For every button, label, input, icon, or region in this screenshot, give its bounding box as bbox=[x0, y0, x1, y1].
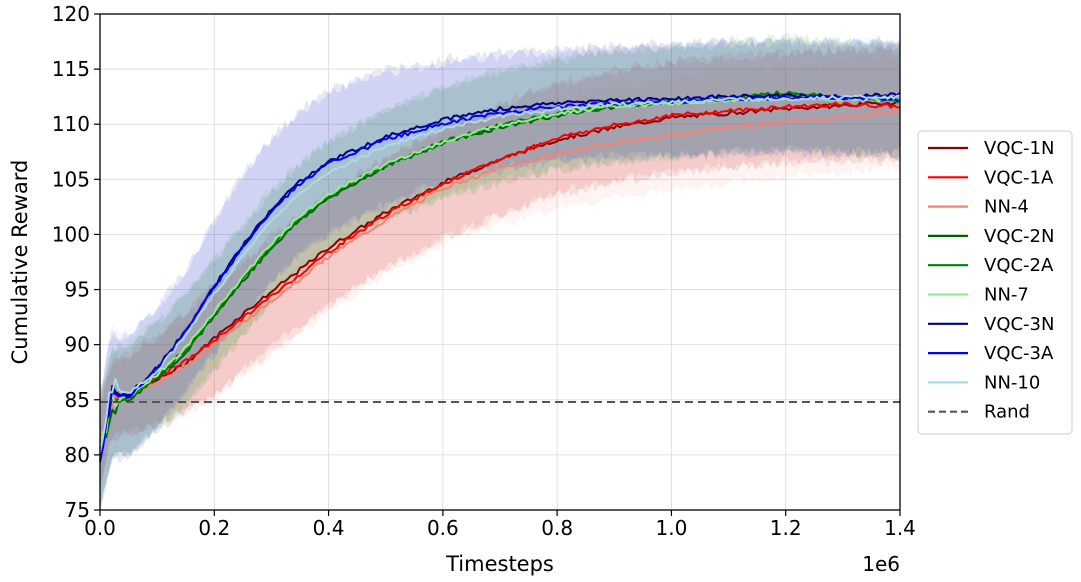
legend-label: VQC-2A bbox=[984, 255, 1054, 276]
y-tick-label: 105 bbox=[52, 167, 90, 191]
confidence-bands bbox=[100, 32, 900, 511]
confidence-band-vqc-1a bbox=[100, 45, 900, 482]
series-line-vqc-2a bbox=[99, 90, 901, 454]
x-tick-label: 0.4 bbox=[313, 516, 345, 540]
x-tick-label: 0.2 bbox=[198, 516, 230, 540]
confidence-band-nn-10 bbox=[100, 37, 900, 508]
legend-item: NN-4 bbox=[928, 197, 1029, 218]
x-tick-label: 0.6 bbox=[427, 516, 459, 540]
series-line-nn-7 bbox=[99, 95, 901, 455]
legend-item: VQC-1A bbox=[928, 167, 1054, 188]
legend-label: NN-10 bbox=[984, 372, 1040, 393]
legend-item: VQC-3A bbox=[928, 343, 1054, 364]
x-axis: 0.0 0.2 0.4 0.6 0.8 1.0 1.2 1.4 bbox=[84, 510, 916, 540]
legend-item: VQC-1N bbox=[928, 138, 1054, 159]
plot-frame bbox=[99, 13, 901, 511]
legend-item: Rand bbox=[928, 402, 1030, 423]
y-axis-label: Cumulative Reward bbox=[8, 160, 32, 365]
series-lines bbox=[99, 90, 901, 463]
y-tick-label: 85 bbox=[65, 388, 90, 412]
x-tick-label: 0.8 bbox=[541, 516, 573, 540]
y-tick-label: 90 bbox=[65, 333, 90, 357]
x-tick-label: 1.0 bbox=[656, 516, 688, 540]
y-tick-label: 75 bbox=[65, 498, 90, 522]
y-tick-label: 115 bbox=[52, 57, 90, 81]
x-axis-label: Timesteps bbox=[445, 552, 554, 576]
confidence-band-nn-7 bbox=[100, 37, 900, 504]
legend-label: NN-4 bbox=[984, 197, 1029, 218]
series-line-nn-10 bbox=[99, 94, 901, 453]
legend-item: NN-7 bbox=[928, 285, 1029, 306]
confidence-band-vqc-2a bbox=[100, 32, 900, 508]
legend-item: VQC-2A bbox=[928, 255, 1054, 276]
confidence-band-vqc-2n bbox=[100, 36, 900, 511]
y-tick-label: 110 bbox=[52, 112, 90, 136]
legend-item: VQC-3N bbox=[928, 314, 1054, 335]
y-axis: 75 80 85 90 95 100 105 110 115 120 bbox=[52, 2, 100, 522]
x-tick-label: 1.2 bbox=[770, 516, 802, 540]
y-tick-label: 120 bbox=[52, 2, 90, 26]
x-tick-label: 0.0 bbox=[84, 516, 116, 540]
legend-label: VQC-3N bbox=[984, 314, 1054, 335]
legend-label: VQC-1A bbox=[984, 167, 1054, 188]
legend-label: VQC-1N bbox=[984, 138, 1054, 159]
legend-label: VQC-2N bbox=[984, 226, 1054, 247]
y-tick-label: 95 bbox=[65, 278, 90, 302]
y-tick-label: 100 bbox=[52, 222, 90, 246]
y-tick-label: 80 bbox=[65, 443, 90, 467]
legend-item: VQC-2N bbox=[928, 226, 1054, 247]
legend-label: NN-7 bbox=[984, 285, 1029, 306]
x-axis-multiplier: 1e6 bbox=[862, 552, 900, 576]
legend-label: Rand bbox=[984, 402, 1030, 423]
legend-label: VQC-3A bbox=[984, 343, 1054, 364]
confidence-band-vqc-1n bbox=[100, 42, 900, 493]
legend-item: NN-10 bbox=[928, 372, 1040, 393]
series-line-vqc-3n bbox=[99, 92, 901, 460]
series-line-nn-4 bbox=[99, 108, 901, 440]
confidence-band-vqc-3n bbox=[100, 35, 900, 510]
confidence-band-nn-4 bbox=[100, 54, 900, 483]
x-tick-label: 1.4 bbox=[884, 516, 916, 540]
series-line-vqc-1a bbox=[99, 101, 901, 443]
legend: VQC-1N VQC-1A NN-4 VQC-2N VQC-2A NN-7 VQC-3N VQ… bbox=[917, 130, 1073, 435]
confidence-band-vqc-3a bbox=[100, 37, 900, 511]
